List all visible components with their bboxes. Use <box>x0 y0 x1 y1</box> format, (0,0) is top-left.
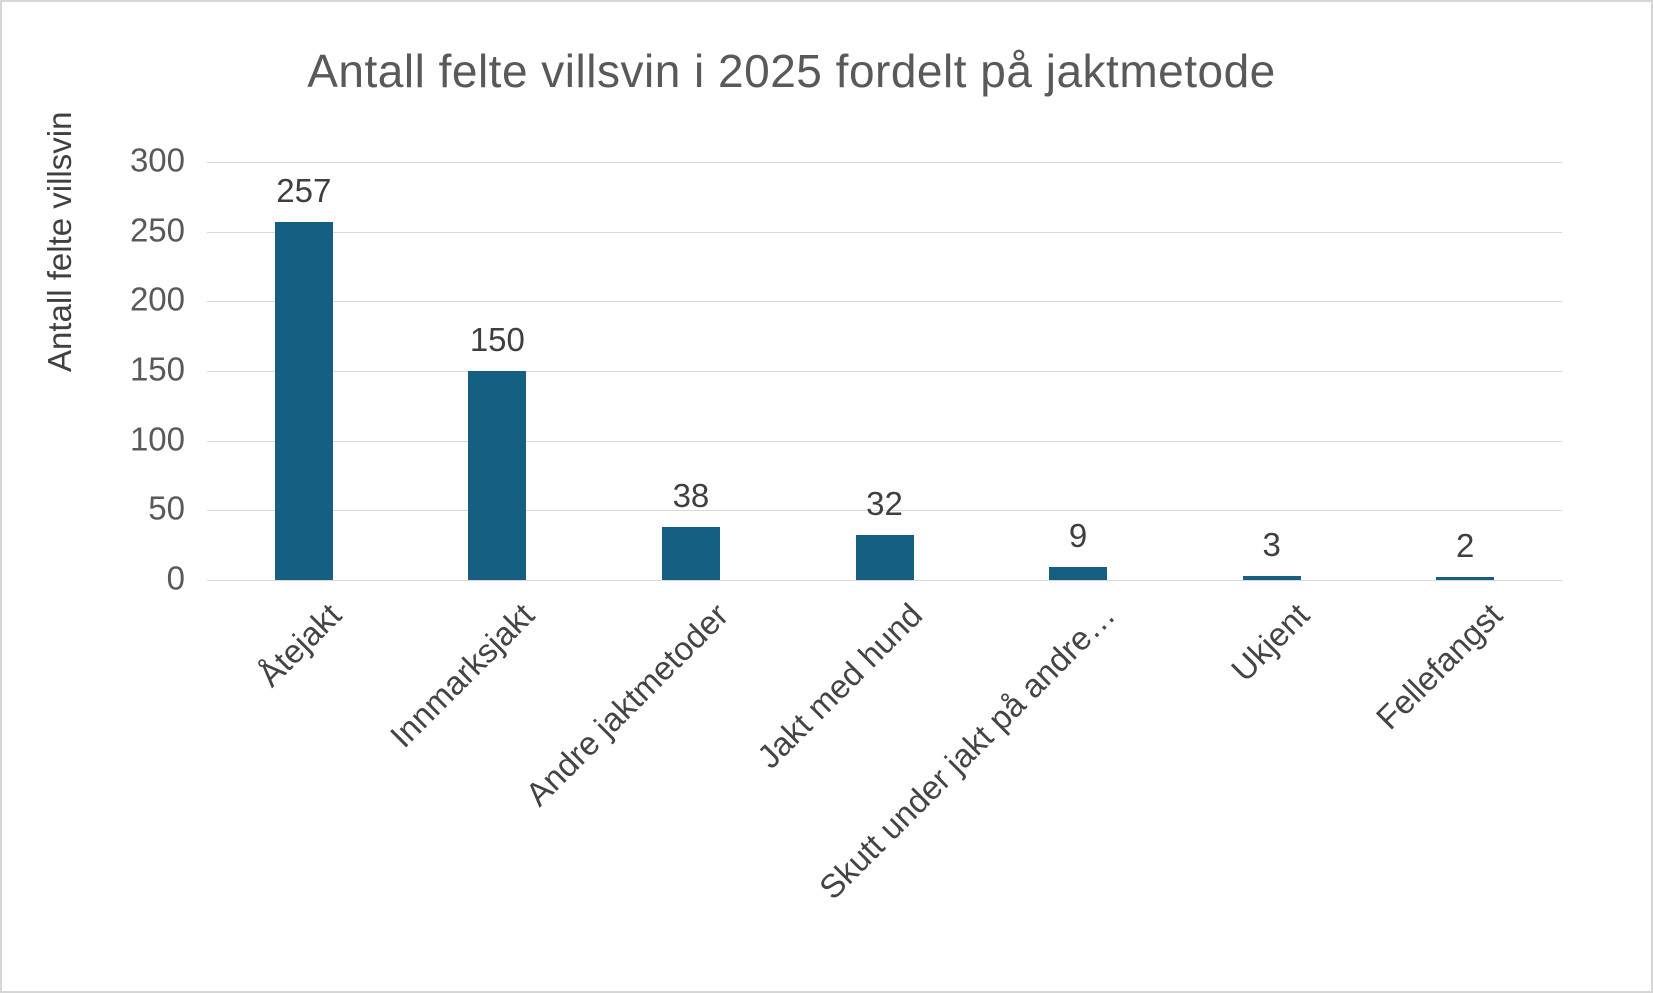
y-tick-label: 100 <box>129 420 185 458</box>
y-tick-label: 150 <box>129 350 185 388</box>
plot-area: 0 50 100 150 200 250 300 257 Åtejakt 150 Innmarksj… <box>130 141 1562 906</box>
y-tick-label: 200 <box>129 280 185 318</box>
value-label: 2 <box>1456 527 1475 565</box>
y-tick-label: 0 <box>166 559 185 597</box>
bar <box>1242 575 1301 580</box>
bar <box>661 527 720 580</box>
value-label: 9 <box>1068 517 1088 555</box>
bar <box>855 535 914 580</box>
x-tick-label: Åtejakt <box>250 596 348 694</box>
gridline <box>207 580 1562 581</box>
value-label: 3 <box>1262 525 1281 563</box>
value-label: 32 <box>866 485 903 523</box>
y-axis-title-text: Antall felte villsvin <box>41 111 78 372</box>
value-label: 38 <box>672 477 710 515</box>
bar <box>1049 567 1108 580</box>
x-tick-label: Fellefangst <box>1369 596 1510 737</box>
gridline <box>207 510 1562 512</box>
value-label: 150 <box>469 321 525 358</box>
y-tick-label: 300 <box>129 141 185 179</box>
gridline <box>207 162 1562 163</box>
gridline <box>207 440 1562 442</box>
bar <box>274 221 333 580</box>
gridline <box>207 371 1562 372</box>
y-tick-label: 250 <box>129 211 185 249</box>
gridline <box>207 301 1562 303</box>
y-tick-label: 50 <box>148 489 185 527</box>
bar <box>1436 577 1495 580</box>
x-tick-label: Innmarksjakt <box>383 596 542 755</box>
chart-title: Antall felte villsvin i 2025 fordelt på … <box>307 45 1276 97</box>
x-tick-label: Andre jaktmetoder <box>518 596 736 813</box>
x-tick-label: Jakt med hund <box>749 596 929 776</box>
x-tick-label: Ukjent <box>1223 596 1316 689</box>
bar <box>468 371 527 580</box>
gridline <box>207 231 1562 233</box>
value-label: 257 <box>276 171 332 209</box>
